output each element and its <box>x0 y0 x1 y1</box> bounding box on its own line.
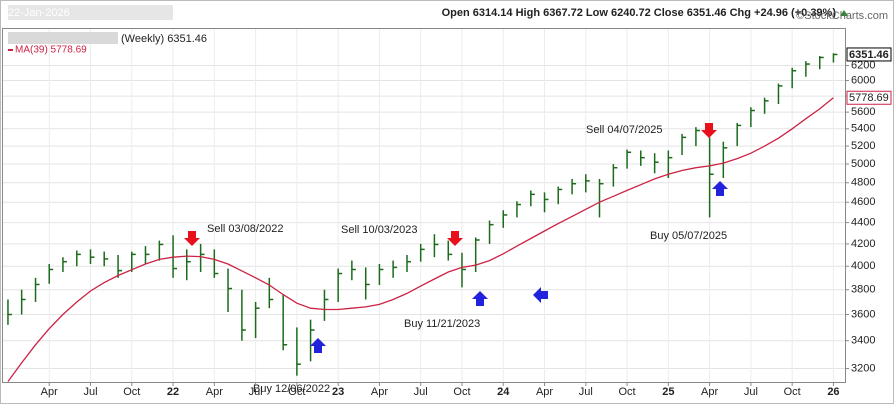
y-tick-label: 4600 <box>851 196 875 208</box>
x-tick-label: Apr <box>371 386 388 398</box>
x-tick-label: Jul <box>579 386 593 398</box>
x-tick-label: Apr <box>206 386 223 398</box>
change-up-icon <box>840 10 848 16</box>
x-tick-label: 23 <box>332 386 344 398</box>
annotation: Sell 04/07/2025 <box>586 124 662 136</box>
price-tag-box <box>846 90 892 105</box>
sell-arrow <box>184 231 200 246</box>
buy-arrow <box>310 338 326 353</box>
x-tick-label: Oct <box>288 386 305 398</box>
x-tick-label: 25 <box>662 386 674 398</box>
y-tick-label: 4200 <box>851 238 875 250</box>
x-tick-label: Oct <box>784 386 801 398</box>
x-tick-label: 24 <box>497 386 510 398</box>
x-tick-label: Apr <box>701 386 718 398</box>
legend-entry: (Weekly) 6351.46 <box>121 33 207 45</box>
y-tick-label: 4400 <box>851 217 875 229</box>
x-tick-label: Oct <box>123 386 140 398</box>
sell-arrow <box>701 123 717 138</box>
blurred-name <box>8 32 118 44</box>
annotation: Sell 10/03/2023 <box>341 224 417 236</box>
x-tick-label: Jul <box>249 386 263 398</box>
price-tag-box <box>846 47 892 62</box>
annotation: Sell 03/08/2022 <box>207 223 283 235</box>
x-tick-label: 26 <box>827 386 839 398</box>
x-tick-label: Oct <box>619 386 636 398</box>
buy-arrow <box>472 291 488 306</box>
grid <box>3 29 845 382</box>
annotation: Buy 11/21/2023 <box>404 318 480 330</box>
quote: Open 6314.14 High 6367.72 Low 6240.72 Cl… <box>442 7 837 19</box>
sell-arrow <box>447 231 463 246</box>
y-tick-label: 3800 <box>851 284 875 296</box>
credit: ©StockCharts.com <box>796 10 888 22</box>
ma-line <box>7 97 834 382</box>
y-tick-label: 5200 <box>851 140 875 152</box>
y-tick-label: 5600 <box>851 106 875 118</box>
signal-arrows <box>184 123 728 353</box>
y-tick-label: 6200 <box>851 59 875 71</box>
buy-arrow <box>712 181 728 196</box>
x-tick-label: Jul <box>414 386 428 398</box>
y-tick-label: 3600 <box>851 308 875 320</box>
price-tag: 6351.46 <box>849 49 889 61</box>
plot-frame <box>2 28 846 383</box>
y-tick-label: 6000 <box>851 74 875 86</box>
y-tick-label: 4000 <box>851 260 875 272</box>
date-label: 22-Jan-2026 <box>8 7 70 19</box>
x-tick-label: Oct <box>453 386 470 398</box>
y-tick-label: 5400 <box>851 123 875 135</box>
x-tick-label: Apr <box>41 386 58 398</box>
x-tick-label: Apr <box>536 386 553 398</box>
y-tick-label: 4800 <box>851 177 875 189</box>
annotation: Buy 12/06/2022 <box>253 383 330 395</box>
y-tick-label: 3400 <box>851 335 875 347</box>
price-tag: 5778.69 <box>849 92 889 104</box>
y-tick-label: 3200 <box>851 362 875 374</box>
legend-entry: MA(39) 5778.69 <box>15 45 87 56</box>
marks <box>7 53 838 382</box>
x-tick-label: Jul <box>83 386 97 398</box>
y-tick-label: 5000 <box>851 158 875 170</box>
blurred-symbol <box>8 5 173 20</box>
annotation: Buy 05/07/2025 <box>650 230 727 242</box>
x-tick-label: 22 <box>167 386 179 398</box>
x-tick-label: Jul <box>744 386 758 398</box>
left-arrow <box>533 287 548 303</box>
